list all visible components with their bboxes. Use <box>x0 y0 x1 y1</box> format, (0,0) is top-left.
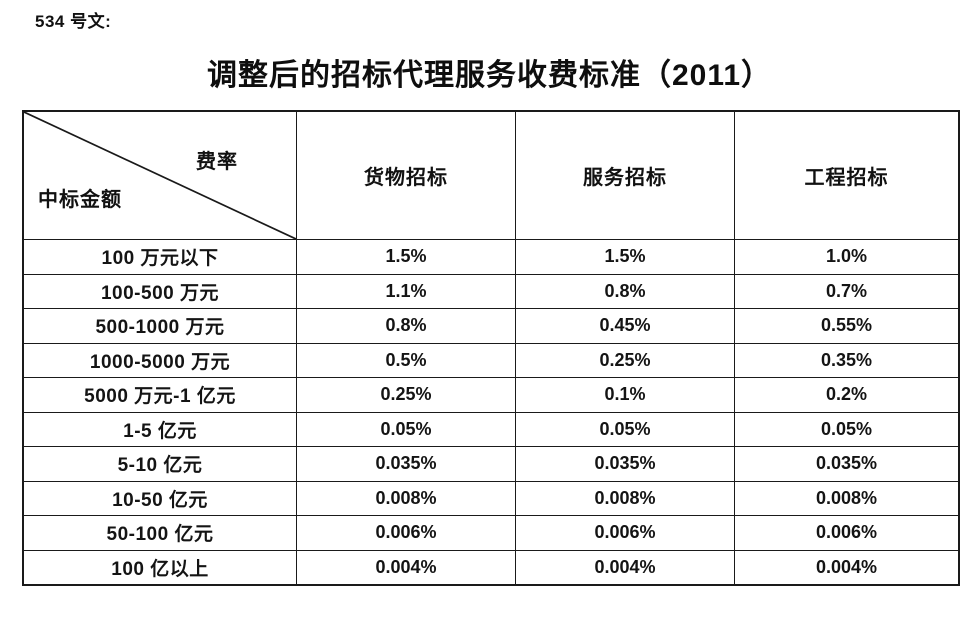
rate-value-cell: 0.45% <box>515 308 735 344</box>
table-row: 5-10 亿元 0.035% 0.035% 0.035% <box>22 446 960 482</box>
row-label-amount-range: 100-500 万元 <box>22 273 297 309</box>
fee-rate-table: 费率 中标金额 货物招标 服务招标 工程招标 100 万元以下 1.5% 1.5% 1… <box>22 110 960 586</box>
rate-value-cell: 0.7% <box>734 273 960 309</box>
rate-value-cell: 0.004% <box>296 549 516 586</box>
rate-value-cell: 0.2% <box>734 377 960 413</box>
rate-value-cell: 0.05% <box>515 411 735 447</box>
rate-value-cell: 0.05% <box>734 411 960 447</box>
header-row: 费率 中标金额 货物招标 服务招标 工程招标 <box>22 110 960 240</box>
rate-value-cell: 0.004% <box>515 549 735 586</box>
rate-value-cell: 0.006% <box>515 515 735 551</box>
rate-value-cell: 1.5% <box>296 239 516 275</box>
column-header-services: 服务招标 <box>515 110 735 240</box>
rate-value-cell: 0.25% <box>515 342 735 378</box>
rate-value-cell: 0.006% <box>734 515 960 551</box>
rate-value-cell: 0.8% <box>515 273 735 309</box>
rate-value-cell: 0.006% <box>296 515 516 551</box>
rate-value-cell: 1.1% <box>296 273 516 309</box>
rate-value-cell: 0.5% <box>296 342 516 378</box>
row-label-amount-range: 1-5 亿元 <box>22 411 297 447</box>
rate-value-cell: 0.004% <box>734 549 960 586</box>
rate-value-cell: 0.008% <box>515 480 735 516</box>
doc-number-label: 534 号文: <box>35 12 112 31</box>
rate-value-cell: 0.035% <box>296 446 516 482</box>
fee-table-header: 费率 中标金额 货物招标 服务招标 工程招标 <box>22 110 960 240</box>
table-row: 500-1000 万元 0.8% 0.45% 0.55% <box>22 308 960 344</box>
table-row: 50-100 亿元 0.006% 0.006% 0.006% <box>22 515 960 551</box>
rate-value-cell: 0.35% <box>734 342 960 378</box>
page-title: 调整后的招标代理服务收费标准（2011） <box>206 59 773 92</box>
rate-value-cell: 0.05% <box>296 411 516 447</box>
rate-value-cell: 0.8% <box>296 308 516 344</box>
column-header-goods: 货物招标 <box>296 110 516 240</box>
rate-value-cell: 0.55% <box>734 308 960 344</box>
table-row: 1000-5000 万元 0.5% 0.25% 0.35% <box>22 342 960 378</box>
diagonal-divider-line <box>24 112 296 239</box>
table-row: 100 亿以上 0.004% 0.004% 0.004% <box>22 549 960 586</box>
rate-value-cell: 0.035% <box>515 446 735 482</box>
table-row: 5000 万元-1 亿元 0.25% 0.1% 0.2% <box>22 377 960 413</box>
row-label-amount-range: 5000 万元-1 亿元 <box>22 377 297 413</box>
rate-value-cell: 1.5% <box>515 239 735 275</box>
rate-value-cell: 0.035% <box>734 446 960 482</box>
row-label-amount-range: 5-10 亿元 <box>22 446 297 482</box>
table-row: 100-500 万元 1.1% 0.8% 0.7% <box>22 273 960 309</box>
table-row: 1-5 亿元 0.05% 0.05% 0.05% <box>22 411 960 447</box>
row-label-amount-range: 100 万元以下 <box>22 239 297 275</box>
diagonal-corner-cell: 费率 中标金额 <box>22 110 297 240</box>
rate-value-cell: 1.0% <box>734 239 960 275</box>
table-row: 100 万元以下 1.5% 1.5% 1.0% <box>22 239 960 275</box>
corner-label-bid-amount: 中标金额 <box>38 189 122 211</box>
row-label-amount-range: 500-1000 万元 <box>22 308 297 344</box>
row-label-amount-range: 10-50 亿元 <box>22 480 297 516</box>
corner-label-rate: 费率 <box>196 151 238 173</box>
table-row: 10-50 亿元 0.008% 0.008% 0.008% <box>22 480 960 516</box>
rate-value-cell: 0.008% <box>734 480 960 516</box>
rate-value-cell: 0.25% <box>296 377 516 413</box>
rate-value-cell: 0.008% <box>296 480 516 516</box>
rate-value-cell: 0.1% <box>515 377 735 413</box>
row-label-amount-range: 100 亿以上 <box>22 549 297 586</box>
row-label-amount-range: 1000-5000 万元 <box>22 342 297 378</box>
row-label-amount-range: 50-100 亿元 <box>22 515 297 551</box>
column-header-engineering: 工程招标 <box>734 110 960 240</box>
fee-table-body: 100 万元以下 1.5% 1.5% 1.0% 100-500 万元 1.1% 0.8% 0.… <box>22 239 960 586</box>
